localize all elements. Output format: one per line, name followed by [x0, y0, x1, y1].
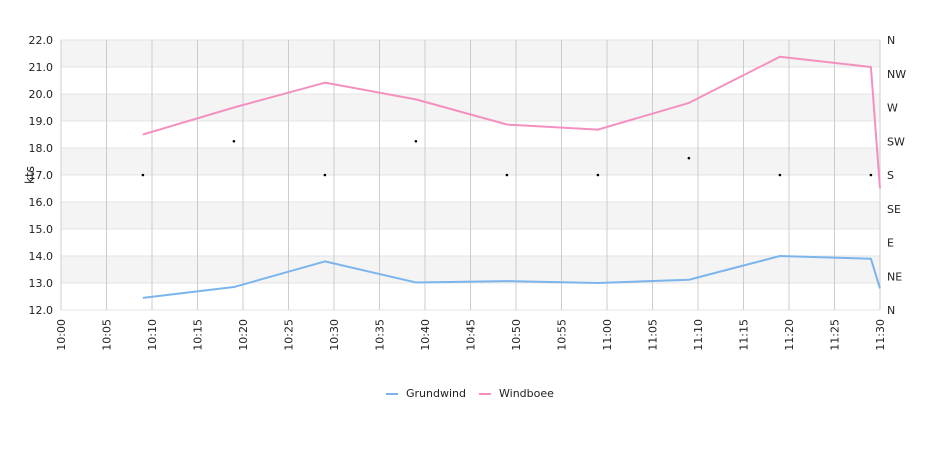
legend-label: Windboee: [499, 387, 554, 400]
y-tick-label: 22.0: [29, 34, 54, 47]
direction-point: [869, 173, 873, 177]
direction-tick-label: S: [887, 169, 894, 182]
direction-tick-label: N: [887, 34, 895, 47]
x-tick-label: 11:30: [874, 319, 887, 351]
direction-point: [414, 139, 418, 143]
direction-point: [778, 173, 782, 177]
y-axis-ticks: 12.0 13.0 14.0 15.0 16.0 17.0 18.0 19.0 20.0 21.0…: [29, 34, 54, 317]
direction-tick-label: E: [887, 237, 894, 250]
legend-label: Grundwind: [406, 387, 466, 400]
y-tick-label: 19.0: [29, 115, 54, 128]
x-tick-label: 10:15: [192, 319, 205, 351]
legend-item-windboee[interactable]: Windboee: [479, 387, 554, 400]
x-tick-label: 11:00: [601, 319, 614, 351]
y-tick-label: 13.0: [29, 277, 54, 290]
legend[interactable]: Grundwind Windboee: [386, 387, 554, 400]
series-lines: [142, 55, 881, 299]
x-tick-label: 10:20: [237, 319, 250, 351]
x-tick-label: 11:25: [829, 319, 842, 351]
vertical-gridlines: [60, 40, 881, 310]
direction-tick-label: NE: [887, 270, 902, 283]
series-line-windboee: [142, 55, 881, 189]
y-tick-label: 15.0: [29, 223, 54, 236]
y-axis-label: kts: [23, 166, 37, 184]
x-tick-label: 11:20: [783, 319, 796, 351]
x-tick-label: 10:25: [283, 319, 296, 351]
x-tick-label: 10:00: [55, 319, 68, 351]
direction-axis-ticks: N NE E SE S SW W NW N: [887, 34, 906, 317]
legend-item-grundwind[interactable]: Grundwind: [386, 387, 466, 400]
x-tick-label: 10:55: [556, 319, 569, 351]
x-tick-label: 10:05: [101, 319, 114, 351]
direction-point: [232, 139, 236, 143]
y-tick-label: 17.0: [29, 169, 54, 182]
y-tick-label: 16.0: [29, 196, 54, 209]
x-tick-label: 10:35: [374, 319, 387, 351]
y-tick-label: 18.0: [29, 142, 54, 155]
x-tick-label: 11:15: [738, 319, 751, 351]
series-line-grundwind: [142, 255, 881, 299]
x-tick-label: 10:40: [419, 319, 432, 351]
y-tick-label: 21.0: [29, 61, 54, 74]
x-axis-ticks: 10:00 10:05 10:10 10:15 10:20 10:25 10:30 10:35…: [55, 319, 887, 351]
y-tick-label: 20.0: [29, 88, 54, 101]
direction-tick-label: SE: [887, 203, 901, 216]
direction-tick-label: N: [887, 304, 895, 317]
x-tick-label: 11:10: [692, 319, 705, 351]
direction-tick-label: W: [887, 102, 898, 115]
direction-points: [141, 139, 873, 177]
x-tick-label: 10:45: [465, 319, 478, 351]
direction-point: [141, 173, 145, 177]
direction-point: [596, 173, 600, 177]
direction-point: [687, 156, 691, 160]
x-tick-label: 11:05: [647, 319, 660, 351]
direction-tick-label: SW: [887, 135, 905, 148]
y-tick-label: 12.0: [29, 304, 54, 317]
direction-point: [323, 173, 327, 177]
x-tick-label: 10:10: [146, 319, 159, 351]
direction-tick-label: NW: [887, 68, 906, 81]
y-tick-label: 14.0: [29, 250, 54, 263]
x-tick-label: 10:50: [510, 319, 523, 351]
direction-point: [505, 173, 509, 177]
x-tick-label: 10:30: [328, 319, 341, 351]
